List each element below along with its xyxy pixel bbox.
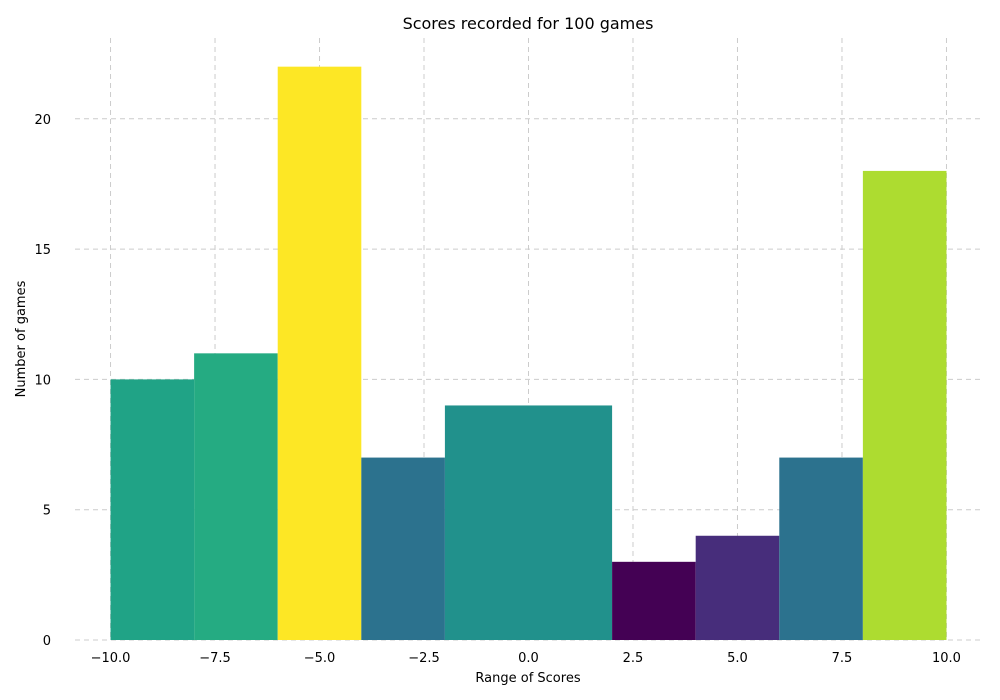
x-axis-label: Range of Scores <box>475 671 580 686</box>
bars <box>110 66 947 640</box>
x-axis-ticks: −10.0 −7.5 −5.0 −2.5 0.0 2.5 5.0 7.5 10.0 <box>91 651 961 666</box>
x-tick-label: −7.5 <box>199 651 231 666</box>
histogram-bar <box>695 535 780 640</box>
histogram-bar <box>194 353 278 640</box>
y-axis-label: Number of games <box>14 280 29 397</box>
histogram-bar <box>361 457 445 640</box>
histogram-bar <box>612 561 696 640</box>
x-tick-label: 2.5 <box>623 651 644 666</box>
histogram-bar <box>779 457 863 640</box>
x-tick-label: −2.5 <box>408 651 440 666</box>
histogram-bar <box>110 379 195 640</box>
x-tick-label: 0.0 <box>518 651 539 666</box>
histogram-bar <box>862 170 947 640</box>
x-tick-label: −10.0 <box>91 651 131 666</box>
y-axis-ticks: 0 5 10 15 20 <box>34 113 51 649</box>
x-tick-label: −5.0 <box>304 651 336 666</box>
histogram-bar <box>444 405 529 640</box>
histogram-bar <box>528 405 613 640</box>
chart-title: Scores recorded for 100 games <box>403 14 654 33</box>
y-tick-label: 5 <box>43 504 51 519</box>
x-tick-label: 7.5 <box>832 651 853 666</box>
x-tick-label: 10.0 <box>932 651 961 666</box>
histogram-bar <box>277 66 362 640</box>
y-tick-label: 10 <box>34 373 51 388</box>
y-tick-label: 15 <box>34 243 51 258</box>
y-tick-label: 0 <box>43 634 51 649</box>
y-tick-label: 20 <box>34 113 51 128</box>
x-tick-label: 5.0 <box>727 651 748 666</box>
